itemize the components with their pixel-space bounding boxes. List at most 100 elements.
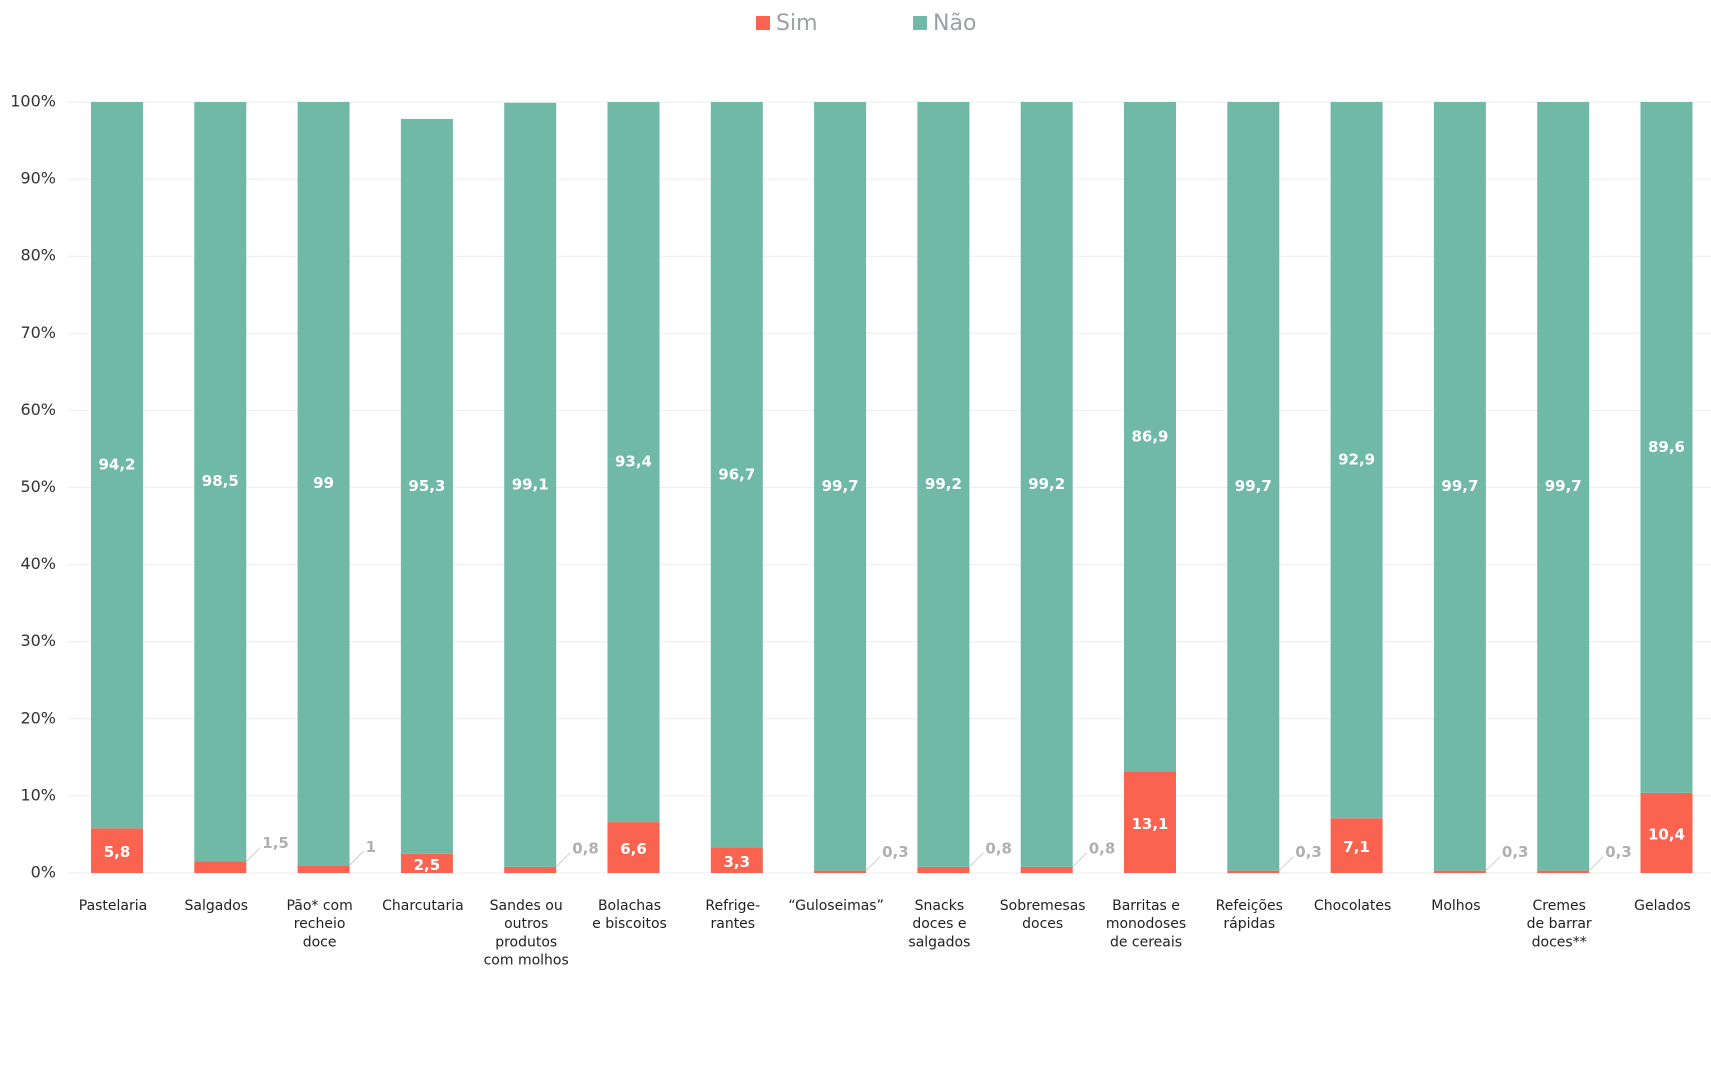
bar-segment: [1640, 102, 1693, 793]
value-label: 98,5: [202, 472, 239, 490]
value-label: 99,7: [1441, 477, 1478, 495]
bar-segment: [91, 102, 143, 829]
value-label: 99,7: [1545, 477, 1582, 495]
legend-swatch: [913, 16, 927, 30]
y-tick-label: 40%: [20, 554, 56, 573]
value-label: 99,1: [512, 475, 549, 493]
x-tick-label: Charcutaria: [382, 898, 464, 914]
value-label: 0,3: [1605, 843, 1632, 861]
bar-segment: [1330, 102, 1383, 819]
value-label: 99,2: [1028, 475, 1065, 493]
bar-segment: [1330, 818, 1383, 873]
bar-segment: [1124, 771, 1176, 873]
x-tick-label: “Guloseimas”: [788, 898, 884, 914]
x-tick-label: Sobremesas doces: [1000, 898, 1086, 932]
leader-line: [969, 852, 984, 868]
bar-segment: [194, 861, 247, 873]
x-tick-label: Cremes de barrar doces**: [1527, 898, 1592, 950]
value-label: 95,3: [408, 477, 445, 495]
value-label: 2,5: [414, 856, 441, 874]
y-tick-label: 70%: [20, 323, 56, 342]
x-tick-label: Salgados: [185, 898, 249, 914]
value-label: 10,4: [1648, 825, 1685, 843]
bar-segment: [710, 102, 763, 848]
value-label: 0,3: [1295, 843, 1322, 861]
y-tick-label: 80%: [20, 246, 56, 265]
bar-segment: [194, 102, 247, 862]
bar-segment: [1124, 102, 1176, 772]
y-tick-label: 0%: [31, 863, 56, 882]
bar-segment: [1537, 870, 1590, 873]
value-label: 86,9: [1131, 427, 1168, 445]
leader-line: [1485, 856, 1501, 872]
bar-segment: [297, 102, 350, 866]
value-label: 89,6: [1648, 438, 1685, 456]
bar-segment: [1537, 102, 1590, 871]
legend-label: Não: [933, 11, 976, 36]
x-tick-label: Pão* com recheio doce: [286, 898, 352, 950]
value-label: 99,7: [822, 477, 859, 495]
bar-segment: [814, 870, 867, 873]
leader-line: [245, 847, 261, 862]
bar-segment: [504, 866, 557, 873]
y-tick-label: 50%: [20, 477, 56, 496]
x-tick-label: Refrige-rantes: [705, 898, 760, 932]
y-tick-label: 100%: [10, 92, 56, 111]
x-tick-label: Bolachas e biscoitos: [592, 898, 667, 932]
bar-segment: [400, 853, 453, 873]
bar-segment: [400, 118, 453, 854]
leader-line: [865, 856, 881, 872]
value-label: 92,9: [1338, 451, 1375, 469]
bar-segment: [297, 865, 350, 873]
leader-line: [1072, 852, 1088, 868]
bar-segment: [1020, 866, 1073, 873]
value-label: 0,3: [1502, 843, 1529, 861]
x-tick-label: Barritas e monodoses de cereais: [1106, 898, 1186, 950]
value-label: 99: [313, 474, 334, 492]
bar-segment: [607, 102, 660, 823]
bar-segment: [1227, 102, 1280, 871]
bar-segment: [1020, 102, 1073, 867]
x-tick-label: Molhos: [1431, 898, 1480, 914]
value-label: 0,8: [1089, 839, 1116, 857]
value-label: 0,3: [882, 843, 909, 861]
value-label: 99,2: [925, 475, 962, 493]
bar-segment: [1640, 792, 1693, 873]
bar-segment: [710, 847, 763, 873]
x-tick-label: Snacks doces e salgados: [908, 898, 970, 950]
value-label: 0,8: [572, 839, 599, 857]
value-label: 5,8: [104, 843, 131, 861]
x-tick-label: Gelados: [1634, 898, 1691, 914]
bar-segment: [91, 828, 143, 873]
x-tick-label: Chocolates: [1314, 898, 1391, 914]
value-label: 6,6: [620, 840, 647, 858]
y-tick-label: 30%: [20, 631, 56, 650]
leader-line: [555, 852, 571, 868]
bar-segment: [504, 102, 557, 867]
y-tick-label: 10%: [20, 785, 56, 804]
x-tick-label: Refeições rápidas: [1216, 898, 1283, 932]
y-tick-label: 90%: [20, 169, 56, 188]
value-label: 94,2: [98, 456, 135, 474]
value-label: 7,1: [1343, 838, 1370, 856]
value-label: 0,8: [985, 839, 1012, 857]
y-tick-label: 60%: [20, 400, 56, 419]
bar-segment: [917, 866, 970, 873]
x-tick-label: Sandes ou outros produtos com molhos: [484, 898, 569, 969]
leader-line: [1588, 856, 1604, 872]
value-label: 13,1: [1131, 815, 1168, 833]
value-label: 1,5: [262, 834, 289, 852]
value-label: 99,7: [1235, 477, 1272, 495]
bar-segment: [814, 102, 867, 871]
legend-label: Sim: [776, 11, 818, 36]
bar-segment: [917, 102, 970, 867]
legend-swatch: [756, 16, 770, 30]
x-tick-label: Pastelaria: [79, 898, 147, 914]
bar-segment: [1433, 102, 1486, 871]
y-tick-label: 20%: [20, 708, 56, 727]
value-label: 3,3: [724, 853, 751, 871]
value-label: 1: [366, 838, 376, 856]
value-label: 96,7: [718, 465, 755, 483]
value-label: 93,4: [615, 453, 652, 471]
